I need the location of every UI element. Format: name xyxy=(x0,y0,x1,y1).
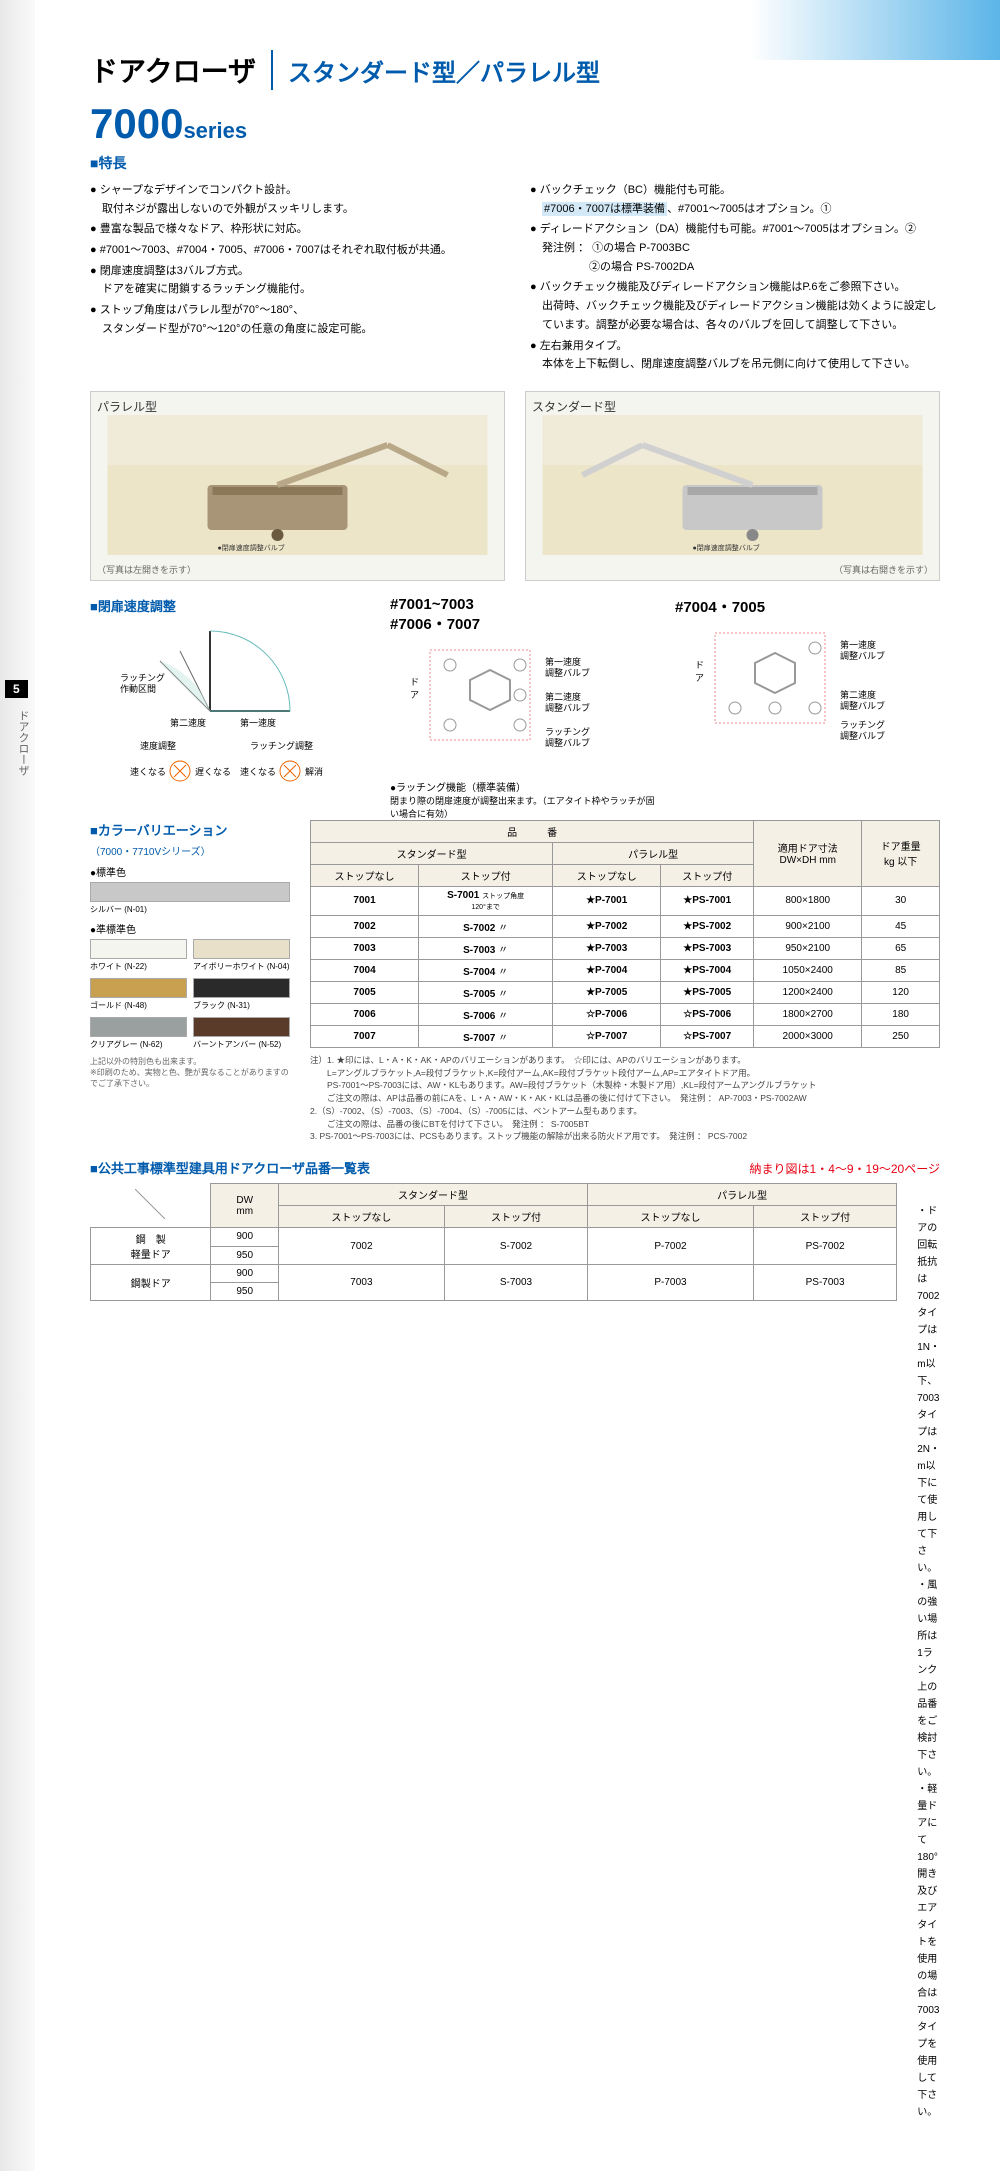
svg-text:ア: ア xyxy=(695,673,704,683)
page-number: 5 xyxy=(5,680,28,698)
adjust-diagram-right: ドア 第一速度調整バルブ 第二速度調整バルブ ラッチング調整バルブ xyxy=(675,623,940,793)
swatch-silver: シルバー (N-01) xyxy=(90,882,290,915)
svg-text:第一速度: 第一速度 xyxy=(240,717,276,728)
color-note: 上記以外の特別色も出来ます。 ※印刷のため、実物と色、艶が異なることがありますの… xyxy=(90,1056,290,1089)
svg-text:●閉扉速度調整バルブ: ●閉扉速度調整バルブ xyxy=(218,543,285,552)
bottom-table: DW mmスタンダード型パラレル型 ストップなしストップ付ストップなしストップ付… xyxy=(90,1183,897,1301)
adjust-mid-title: #7001~7003 #7006・7007 xyxy=(390,596,655,634)
main-table: 品 番適用ドア寸法 DW×DH mmドア重量 kg 以下 スタンダード型パラレル… xyxy=(310,820,940,1048)
svg-text:調整バルブ: 調整バルブ xyxy=(545,737,590,748)
svg-text:第二速度: 第二速度 xyxy=(170,717,206,728)
svg-text:ラッチング調整: ラッチング調整 xyxy=(250,740,313,751)
bottom-notes: ・ドアの回転抵抗は7002タイプは1N・m以下、7003タイプは2N・m以下にて… xyxy=(917,1183,940,2121)
svg-text:ラッチング: ラッチング xyxy=(545,726,590,737)
adjust-diagram-left: ラッチング作動区間 第二速度第一速度 速度調整ラッチング調整 速くなる遅くなる … xyxy=(90,621,370,791)
image-standard: スタンダード型 ●閉扉速度調整バルブ （写真は右開きを示す） xyxy=(525,391,940,581)
svg-text:ド: ド xyxy=(695,660,704,670)
svg-text:ア: ア xyxy=(410,690,419,700)
swatch-gold: ゴールド (N-48) xyxy=(90,978,187,1011)
features-title: ■特長 xyxy=(90,153,940,173)
swatch-black: ブラック (N-31) xyxy=(193,978,290,1011)
svg-text:●閉扉速度調整バルブ: ●閉扉速度調整バルブ xyxy=(693,543,760,552)
image-parallel: パラレル型 ●閉扉速度調整バルブ （写真は左開きを示す） xyxy=(90,391,505,581)
svg-text:調整バルブ: 調整バルブ xyxy=(545,667,590,678)
left-bar xyxy=(0,0,35,2171)
side-label: ドアクローザ xyxy=(15,710,31,776)
table-notes: 注）1. ★印には、L・A・K・AK・APのバリエーションがあります。 ☆印には… xyxy=(310,1054,940,1143)
svg-text:第一速度: 第一速度 xyxy=(545,656,581,667)
svg-text:速くなる: 速くなる xyxy=(130,767,166,777)
series-title: 7000series xyxy=(90,100,940,148)
svg-text:第二速度: 第二速度 xyxy=(840,689,876,700)
adjust-right-title: #7004・7005 xyxy=(675,596,940,617)
svg-text:作動区間: 作動区間 xyxy=(120,683,156,694)
adjust-diagram-mid: ドア 第一速度調整バルブ 第二速度調整バルブ ラッチング調整バルブ ●ラッチング… xyxy=(390,640,655,810)
svg-text:調整バルブ: 調整バルブ xyxy=(840,700,885,711)
svg-text:速くなる: 速くなる xyxy=(240,767,276,777)
swatch-grey: クリアグレー (N-62) xyxy=(90,1017,187,1050)
svg-text:ラッチング: ラッチング xyxy=(840,719,885,730)
swatch-amber: バーントアンバー (N-52) xyxy=(193,1017,290,1050)
top-gradient xyxy=(750,0,1000,60)
svg-text:調整バルブ: 調整バルブ xyxy=(840,650,885,661)
features-left: ● シャープなデザインでコンパクト設計。 取付ネジが露出しないので外観がスッキリ… xyxy=(90,181,500,376)
svg-text:遅くなる: 遅くなる xyxy=(195,767,231,777)
header-main: ドアクローザ xyxy=(90,50,273,90)
svg-text:ド: ド xyxy=(410,677,419,687)
page-ref: 納まり図は1・4〜9・19〜20ページ xyxy=(750,1160,940,1177)
svg-text:調整バルブ: 調整バルブ xyxy=(545,702,590,713)
swatch-white: ホワイト (N-22) xyxy=(90,939,187,972)
svg-text:第一速度: 第一速度 xyxy=(840,639,876,650)
svg-text:第二速度: 第二速度 xyxy=(545,691,581,702)
features-right: ● バックチェック（BC）機能付も可能。#7006・7007は標準装備、#700… xyxy=(530,181,940,376)
color-title: ■カラーバリエーション xyxy=(90,820,290,839)
svg-text:ラッチング: ラッチング xyxy=(120,672,165,683)
svg-text:調整バルブ: 調整バルブ xyxy=(840,730,885,741)
color-sub: （7000・7710Vシリーズ） xyxy=(90,843,290,858)
bottom-title: ■公共工事標準型建具用ドアクローザ品番一覧表 xyxy=(90,1158,370,1177)
adjust-title: ■閉扉速度調整 xyxy=(90,596,370,615)
svg-text:速度調整: 速度調整 xyxy=(140,740,176,751)
header-sub: スタンダード型／パラレル型 xyxy=(288,53,600,88)
swatch-ivory: アイボリーホワイト (N-04) xyxy=(193,939,290,972)
svg-text:解消: 解消 xyxy=(305,766,323,777)
